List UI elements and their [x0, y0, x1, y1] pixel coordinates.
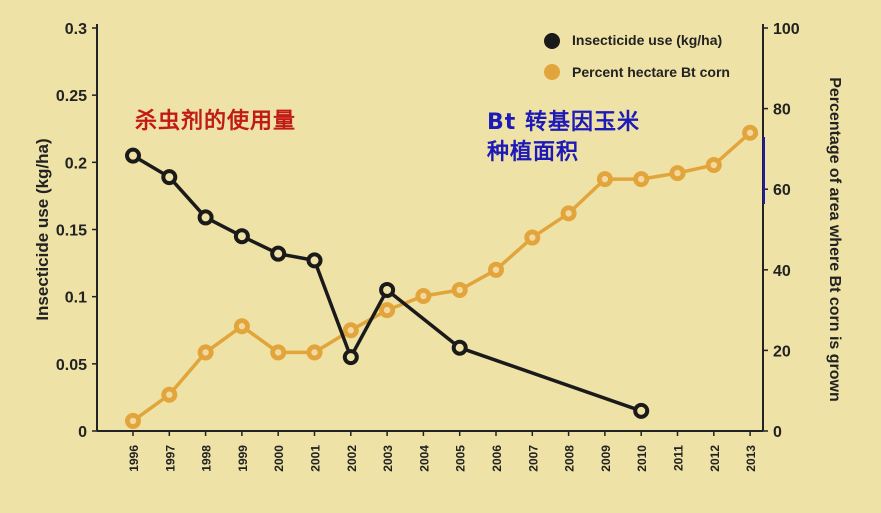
x-tick-label: 2004 — [417, 445, 431, 472]
x-tick-label: 1998 — [200, 445, 214, 472]
data-point-bt-center — [456, 286, 463, 294]
data-point-insecticide-center — [346, 353, 355, 362]
annotation-bt-area: Bt 转基因玉米 种植面积 — [487, 110, 640, 165]
data-point-insecticide-center — [129, 151, 137, 160]
y-tick-left-label: 0.15 — [56, 223, 87, 240]
annotation-insecticide: 杀虫剂的使用量 — [135, 109, 297, 134]
y-tick-left-label: 0.05 — [56, 357, 87, 374]
x-tick-label: 2007 — [526, 445, 540, 472]
data-point-bt-center — [275, 349, 282, 356]
y-tick-left-label: 0.3 — [65, 21, 87, 38]
data-point-bt-center — [674, 169, 681, 177]
y-tick-left-label: 0.1 — [65, 290, 87, 307]
legend-marker-bt — [544, 64, 560, 80]
data-point-insecticide-center — [201, 213, 210, 222]
data-point-bt-center — [746, 129, 754, 136]
data-point-insecticide-center — [310, 256, 319, 265]
data-point-bt-center — [529, 234, 536, 241]
data-point-insecticide-center — [383, 285, 392, 294]
x-tick-label: 2010 — [635, 445, 649, 472]
y-tick-right-label: 40 — [773, 263, 791, 280]
y-tick-right-label: 60 — [773, 182, 791, 199]
y-axis-left-title: Insecticide use (kg/ha) — [33, 138, 52, 320]
x-tick-label: 2008 — [563, 445, 577, 472]
x-tick-label: 2011 — [672, 445, 686, 471]
x-tick-label: 2012 — [708, 445, 722, 472]
y-axis-right-title: Percentage of area where Bt corn is grow… — [826, 77, 843, 402]
data-point-bt-center — [420, 292, 427, 300]
data-point-bt-center — [565, 210, 572, 217]
x-tick-label: 2002 — [345, 445, 359, 472]
y-tick-left-label: 0.2 — [65, 155, 87, 172]
x-tick-label: 2005 — [454, 445, 468, 472]
data-point-insecticide-center — [165, 173, 174, 182]
y-tick-left-label: 0.25 — [56, 88, 87, 105]
y-tick-left-label: 0 — [78, 424, 87, 441]
legend-label-insecticide: Insecticide use (kg/ha) — [572, 32, 723, 48]
x-tick-label: 2000 — [272, 445, 286, 472]
x-tick-label: 2003 — [381, 445, 395, 472]
data-point-bt-center — [383, 306, 391, 314]
data-point-insecticide-center — [237, 232, 246, 241]
data-point-bt-center — [129, 417, 137, 425]
data-point-bt-center — [347, 327, 354, 334]
data-point-insecticide-center — [274, 249, 283, 258]
y-tick-right-label: 0 — [773, 424, 782, 441]
x-tick-label: 2006 — [490, 445, 504, 472]
data-point-bt-center — [311, 349, 318, 356]
y-tick-right-label: 100 — [773, 21, 800, 38]
y-tick-right-label: 20 — [773, 343, 791, 360]
x-tick-label: 1997 — [163, 445, 177, 472]
data-point-bt-center — [492, 266, 500, 273]
x-tick-label: 2009 — [599, 445, 613, 472]
data-point-bt-center — [638, 175, 645, 183]
data-point-bt-center — [238, 323, 246, 330]
data-point-bt-center — [601, 175, 609, 183]
x-tick-label: 1996 — [127, 445, 141, 472]
x-tick-label: 2013 — [744, 445, 758, 472]
data-point-insecticide-center — [637, 406, 646, 415]
series-line-bt — [131, 131, 752, 423]
legend-label-bt: Percent hectare Bt corn — [572, 64, 730, 80]
x-tick-label: 2001 — [309, 445, 323, 472]
data-point-insecticide-center — [455, 343, 464, 352]
y-tick-right-label: 80 — [773, 102, 791, 119]
data-point-bt-center — [710, 161, 717, 169]
x-tick-label: 1999 — [236, 445, 250, 472]
data-point-bt-center — [166, 391, 173, 398]
legend-marker-insecticide — [544, 33, 560, 49]
data-point-bt-center — [202, 349, 209, 356]
series-line-insecticide — [132, 154, 642, 413]
